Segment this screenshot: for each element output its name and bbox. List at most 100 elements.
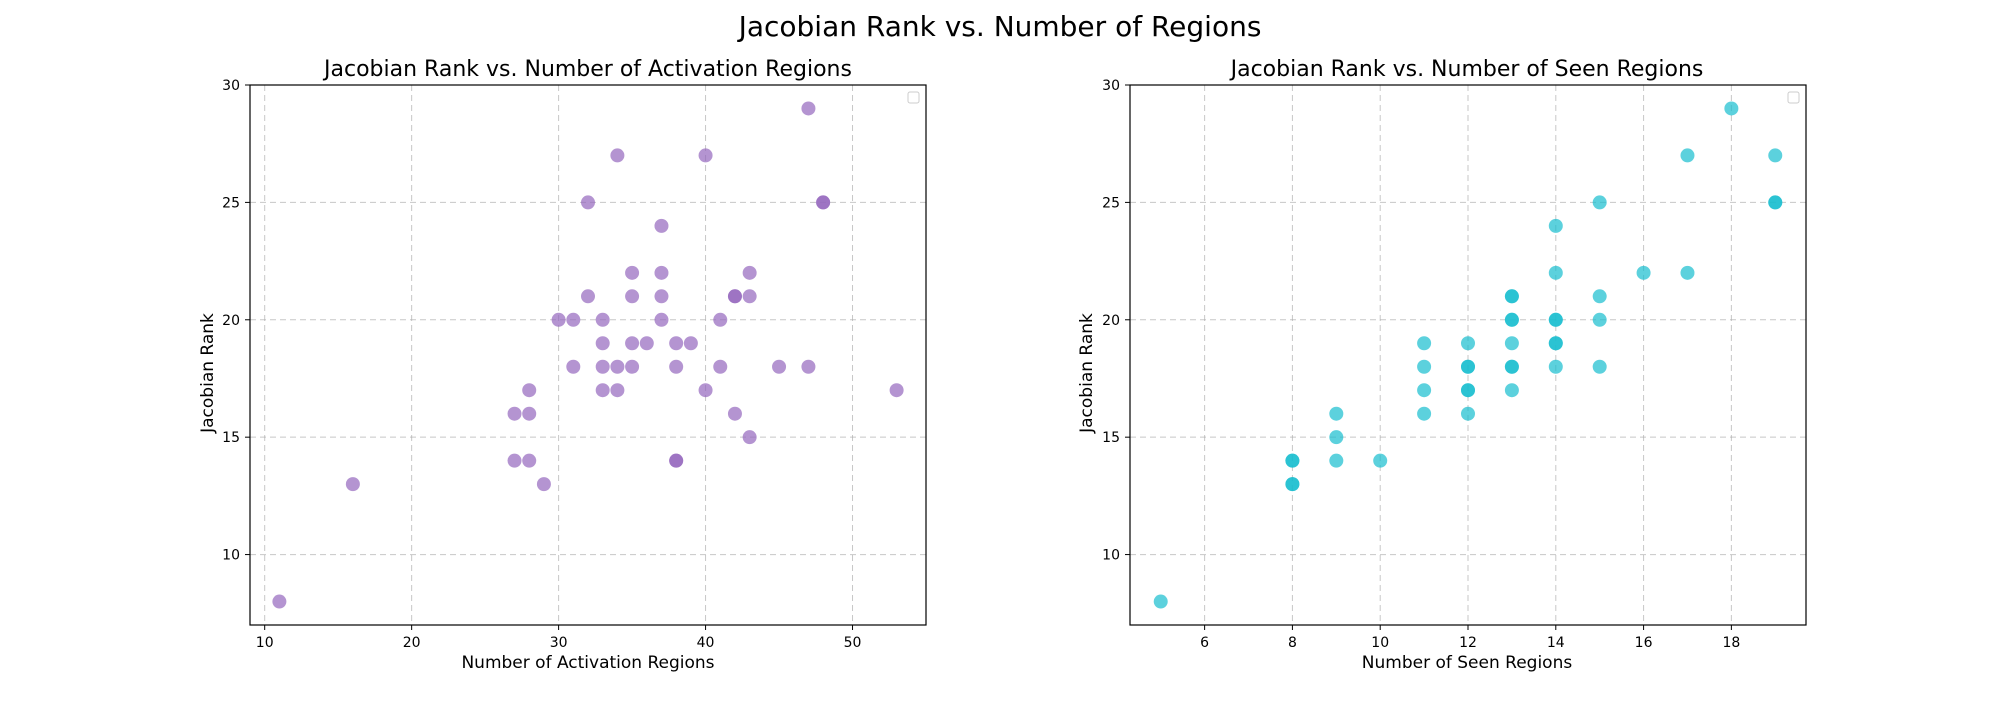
data-point	[639, 336, 654, 351]
data-point	[1592, 312, 1607, 327]
data-point	[610, 148, 625, 163]
y-tick-label: 25	[1102, 195, 1120, 211]
data-point	[801, 101, 816, 116]
data-point	[1417, 359, 1432, 374]
y-tick-label: 15	[222, 430, 240, 446]
y-tick-label: 10	[222, 548, 240, 564]
data-point	[1680, 148, 1695, 163]
data-point	[507, 453, 522, 468]
x-tick-label: 8	[1288, 635, 1297, 651]
data-point	[522, 406, 537, 421]
data-point	[683, 336, 698, 351]
data-point	[816, 195, 831, 210]
data-point	[595, 383, 610, 398]
data-point	[713, 359, 728, 374]
data-point	[1592, 359, 1607, 374]
panel-title: Jacobian Rank vs. Number of Seen Regions	[1229, 57, 1704, 82]
data-point	[595, 312, 610, 327]
data-point	[581, 289, 595, 304]
x-tick-label: 10	[256, 635, 274, 651]
x-tick-label: 6	[1200, 635, 1209, 651]
data-point	[742, 289, 757, 304]
plot-frame	[249, 84, 927, 626]
data-point	[1548, 265, 1563, 280]
data-point	[742, 430, 757, 445]
y-tick-label: 15	[1102, 430, 1120, 446]
data-point	[727, 289, 742, 304]
data-point	[1548, 336, 1563, 351]
x-tick-label: 16	[1635, 635, 1653, 651]
data-point	[551, 312, 566, 327]
data-point	[272, 594, 287, 609]
x-tick-label: 10	[1371, 635, 1389, 651]
data-point	[1285, 453, 1300, 468]
data-point	[566, 312, 581, 327]
data-point	[610, 359, 625, 374]
data-point	[1548, 218, 1563, 233]
plot-frame	[1129, 84, 1807, 626]
data-point	[1461, 406, 1475, 421]
y-axis-label: Jacobian Rank	[1077, 313, 1097, 434]
x-axis-label: Number of Activation Regions	[461, 653, 714, 673]
seen-regions-panel: Jacobian Rank vs. Number of Seen Regions…	[1077, 57, 1807, 673]
data-point	[625, 336, 640, 351]
x-tick-label: 20	[403, 635, 421, 651]
data-point	[713, 312, 728, 327]
data-point	[536, 477, 551, 492]
y-tick-label: 20	[222, 313, 240, 329]
gridlines	[250, 84, 926, 625]
data-point	[1285, 477, 1300, 492]
data-point	[595, 359, 610, 374]
data-point	[507, 406, 522, 421]
data-point	[654, 312, 669, 327]
data-point	[1592, 289, 1607, 304]
gridlines	[1130, 84, 1806, 625]
data-point	[1373, 453, 1388, 468]
x-axis-label: Number of Seen Regions	[1362, 653, 1573, 673]
data-point	[1504, 359, 1519, 374]
data-point	[669, 359, 684, 374]
data-point	[1548, 359, 1563, 374]
data-point	[1417, 383, 1432, 398]
data-point	[566, 359, 581, 374]
panel-title: Jacobian Rank vs. Number of Activation R…	[322, 57, 852, 82]
data-point	[1329, 406, 1344, 421]
legend-box	[1787, 91, 1800, 104]
scatter-points	[1153, 101, 1783, 609]
y-tick-label: 30	[222, 78, 240, 94]
axis-ticks: 10 20 30 40 50 10 15 20 25 30	[222, 78, 861, 651]
data-point	[1329, 453, 1344, 468]
data-point	[1768, 148, 1783, 163]
data-point	[654, 289, 669, 304]
x-tick-label: 14	[1547, 635, 1565, 651]
data-point	[727, 406, 742, 421]
data-point	[522, 383, 537, 398]
data-point	[625, 265, 640, 280]
data-point	[610, 383, 625, 398]
data-point	[522, 453, 537, 468]
data-point	[1548, 312, 1563, 327]
data-point	[1680, 265, 1695, 280]
legend-box	[907, 91, 920, 104]
data-point	[1417, 336, 1432, 351]
data-point	[1461, 336, 1475, 351]
data-point	[1504, 312, 1519, 327]
activation-regions-panel: Jacobian Rank vs. Number of Activation R…	[198, 57, 927, 673]
y-tick-label: 20	[1102, 313, 1120, 329]
data-point	[801, 359, 816, 374]
data-point	[1504, 336, 1519, 351]
data-point	[698, 383, 713, 398]
data-point	[595, 336, 610, 351]
x-tick-label: 18	[1722, 635, 1740, 651]
data-point	[1461, 359, 1475, 374]
data-point	[889, 383, 904, 398]
data-point	[742, 265, 757, 280]
data-point	[1417, 406, 1432, 421]
y-tick-label: 25	[222, 195, 240, 211]
data-point	[1636, 265, 1651, 280]
data-point	[625, 289, 640, 304]
data-point	[1592, 195, 1607, 210]
data-point	[1504, 383, 1519, 398]
data-point	[581, 195, 595, 210]
